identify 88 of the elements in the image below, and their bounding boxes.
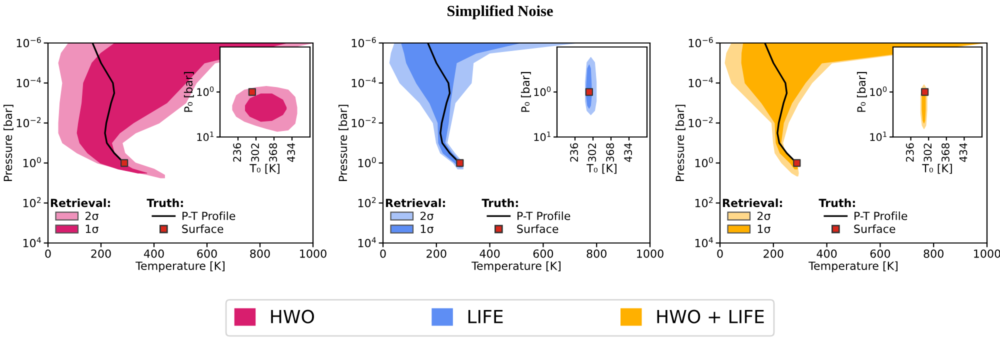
y-tick-label: 10$^{−4}$ [352, 77, 376, 88]
y-tick-label: 10$^{−2}$ [16, 117, 41, 128]
y-tick-label: 10$^{0}$ [695, 157, 713, 168]
x-tick-label: 1000 [974, 249, 1000, 258]
y-tick-label: 10$^{−6}$ [16, 37, 41, 48]
x-tick-label: 0 [380, 249, 386, 258]
x-tick-label: 302 [251, 144, 260, 162]
x-tick-label: 800 [586, 249, 606, 258]
y-tick-label: 10$^{1}$ [534, 132, 550, 142]
x-tick-label: 0 [45, 249, 51, 258]
y-tick-label: 10$^{−6}$ [688, 37, 713, 48]
y-axis-title: P₀ [bar] [520, 72, 531, 112]
x-tick-label: 600 [870, 249, 890, 258]
x-tick-label: 302 [588, 144, 596, 162]
x-axis-title: T₀ [K] [922, 164, 952, 174]
y-tick-label: 10$^{−4}$ [688, 77, 713, 88]
y-axis-title: Pressure [bar] [3, 104, 14, 181]
legend-label: HWO + LIFE [657, 310, 764, 324]
x-axis-title: T₀ [K] [586, 164, 616, 174]
x-tick-label: 0 [717, 249, 723, 258]
x-tick-label: 302 [924, 144, 932, 162]
x-tick-label: 368 [942, 143, 950, 162]
legend-label: P-T Profile [182, 211, 236, 220]
x-tick-label: 200 [91, 249, 111, 258]
x-tick-label: 800 [250, 249, 270, 258]
y-tick-label: 10$^{−2}$ [352, 117, 376, 128]
x-tick-label: 434 [287, 143, 296, 162]
y-axis-title: Pressure [bar] [338, 104, 348, 181]
annotation: Retrieval: [50, 198, 110, 208]
y-axis-title: P₀ [bar] [856, 72, 867, 112]
x-axis-title: Temperature [K] [472, 261, 560, 272]
y-tick-label: 10$^{0}$ [197, 86, 214, 96]
y-tick-label: 10$^{0}$ [870, 86, 887, 96]
y-tick-label: 10$^{2}$ [23, 197, 41, 208]
legend-label: 1σ [758, 224, 770, 234]
x-tick-label: 434 [959, 143, 968, 162]
legend-label: HWO [271, 310, 314, 324]
legend-label: Surface [182, 224, 224, 234]
x-tick-label: 600 [533, 249, 554, 258]
annotation: Retrieval: [722, 198, 782, 208]
y-tick-label: 10$^{2}$ [695, 197, 713, 208]
x-tick-label: 368 [606, 143, 614, 162]
annotation: Truth: [818, 198, 855, 208]
y-tick-label: 10$^{−4}$ [16, 77, 41, 88]
y-tick-label: 10$^{1}$ [197, 132, 214, 142]
annotation: Truth: [146, 198, 183, 208]
annotation: Truth: [482, 198, 518, 208]
legend-label: Surface [517, 224, 558, 234]
legend-label: LIFE [468, 310, 503, 324]
x-tick-label: 200 [764, 249, 784, 258]
y-tick-label: 10$^{0}$ [534, 86, 551, 96]
legend-label: P-T Profile [518, 211, 570, 220]
legend-label: P-T Profile [854, 211, 908, 220]
x-tick-label: 400 [816, 249, 837, 258]
y-tick-label: 10$^{−2}$ [688, 117, 713, 128]
x-tick-label: 236 [233, 143, 242, 162]
y-tick-label: 10$^{4}$ [358, 237, 376, 248]
x-axis-title: Temperature [K] [136, 261, 224, 272]
x-tick-label: 600 [197, 249, 217, 258]
y-tick-label: 10$^{4}$ [695, 237, 713, 248]
annotation: Retrieval: [386, 198, 445, 208]
x-tick-label: 236 [570, 143, 578, 162]
x-tick-label: 400 [480, 249, 500, 258]
x-tick-label: 800 [924, 249, 944, 258]
legend-label: 2σ [757, 212, 770, 220]
x-tick-label: 434 [624, 143, 632, 162]
x-tick-label: 200 [426, 249, 446, 258]
x-tick-label: 400 [144, 249, 164, 258]
x-tick-label: 1000 [637, 249, 664, 258]
y-tick-label: 10$^{2}$ [358, 197, 376, 208]
legend-label: 1σ [420, 224, 434, 234]
x-tick-label: 236 [906, 143, 914, 162]
y-tick-label: 10$^{−6}$ [352, 37, 376, 48]
x-axis-title: Temperature [K] [808, 261, 898, 272]
y-tick-label: 10$^{0}$ [358, 157, 376, 168]
legend-label: Surface [854, 224, 896, 234]
y-axis-title: Pressure [bar] [675, 104, 686, 181]
x-tick-label: 1000 [300, 249, 326, 258]
x-tick-label: 368 [269, 143, 278, 162]
legend-label: 2σ [85, 212, 98, 220]
y-tick-label: 10$^{1}$ [870, 132, 886, 142]
y-tick-label: 10$^{0}$ [23, 157, 41, 168]
legend-label: 1σ [86, 224, 98, 234]
x-axis-title: T₀ [K] [250, 164, 280, 174]
y-tick-label: 10$^{4}$ [23, 237, 41, 248]
y-axis-title: P₀ [bar] [184, 72, 194, 112]
text: Simplified Noise [448, 5, 553, 20]
legend-label: 2σ [420, 212, 434, 220]
